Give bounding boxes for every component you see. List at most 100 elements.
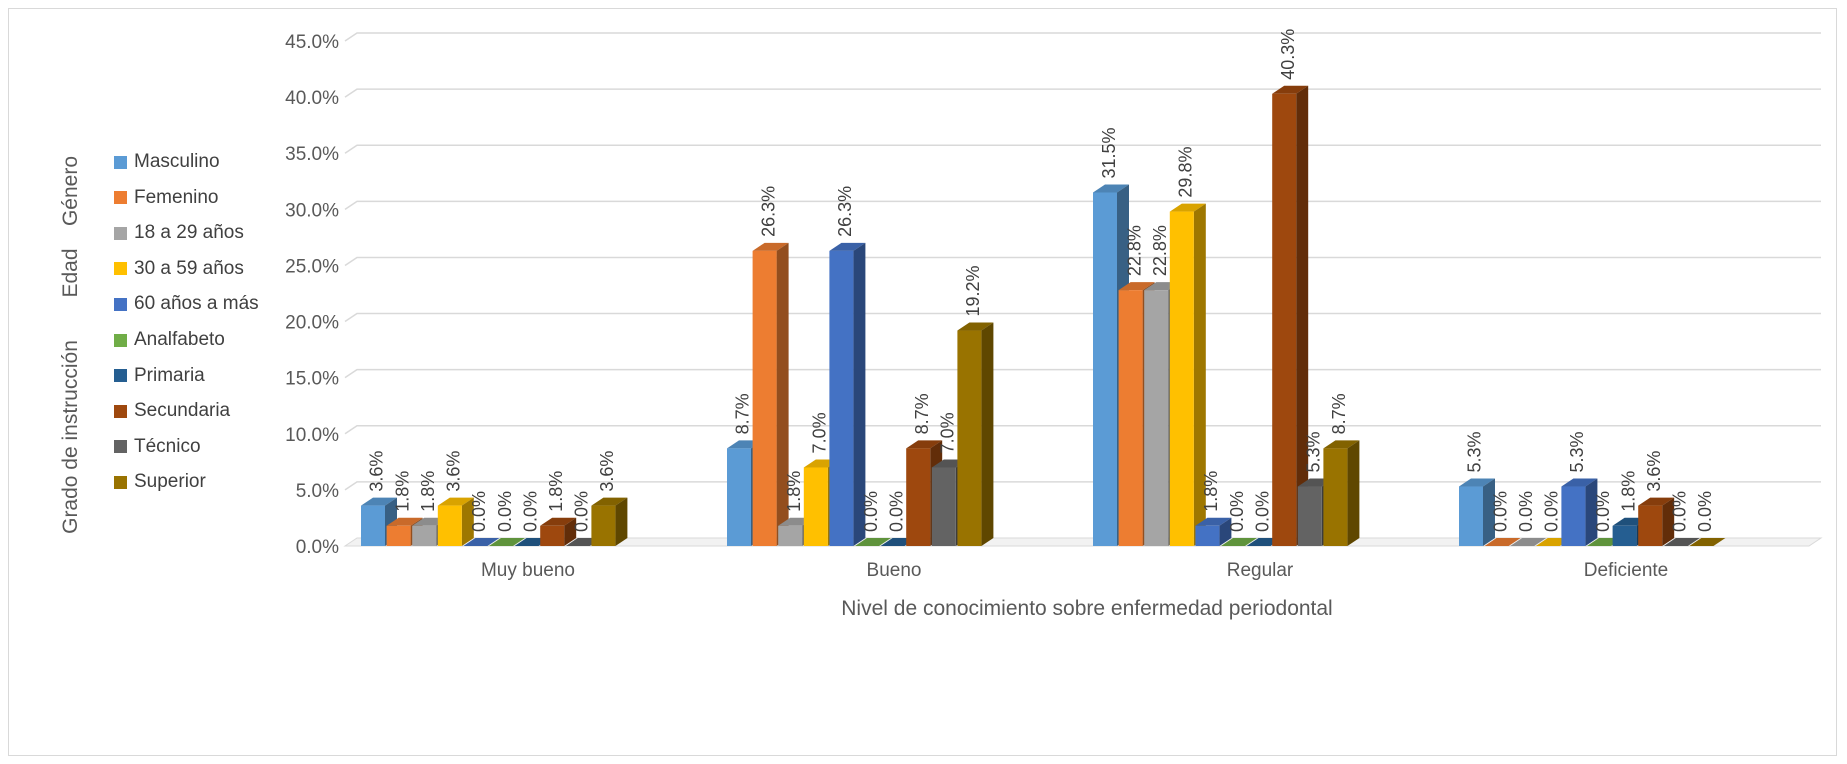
legend-swatch	[114, 369, 127, 383]
data-label: 0.0%	[1670, 491, 1690, 532]
legend-label: Superior	[134, 471, 206, 493]
data-label: 8.7%	[912, 393, 932, 434]
data-label: 19.2%	[963, 265, 983, 316]
data-label: 0.0%	[886, 491, 906, 532]
data-label: 0.0%	[1593, 491, 1613, 532]
bar-side	[461, 497, 474, 546]
legend-swatch	[114, 475, 127, 489]
legend-label: 18 a 29 años	[134, 222, 244, 244]
y-tick-label: 45.0%	[285, 32, 339, 53]
bar	[727, 448, 751, 546]
gridline	[344, 88, 1821, 98]
gridline	[344, 144, 1821, 154]
data-label: 0.0%	[1252, 491, 1272, 532]
bar-top	[489, 538, 525, 546]
data-label: 8.7%	[1329, 393, 1349, 434]
legend-swatch	[114, 440, 127, 454]
y-tick-label: 0.0%	[296, 537, 339, 558]
bar	[1297, 486, 1322, 546]
gridline	[344, 256, 1821, 267]
bar	[1272, 93, 1297, 546]
data-label: 0.0%	[1490, 491, 1510, 532]
gridline	[344, 312, 1821, 323]
data-label: 0.0%	[1695, 491, 1715, 532]
data-label: 5.3%	[1465, 431, 1485, 472]
legend-group-instruccion: Grado de instrucción	[59, 340, 82, 534]
legend-label: Secundaria	[134, 400, 231, 422]
data-label: 22.8%	[1124, 225, 1144, 276]
bar	[1093, 192, 1117, 546]
legend-group-edad: Edad	[59, 248, 82, 298]
bar	[803, 467, 828, 546]
bar-top	[1484, 538, 1521, 546]
data-label: 22.8%	[1150, 225, 1170, 276]
bar-side	[615, 497, 628, 546]
legend-label: Masculino	[134, 151, 220, 172]
legend-item: Masculino	[114, 150, 220, 174]
bar	[829, 250, 854, 546]
bar-top	[1663, 538, 1700, 546]
data-label: 3.6%	[444, 451, 464, 492]
y-tick-label: 40.0%	[285, 88, 339, 109]
bar	[1612, 525, 1637, 546]
bar-side	[981, 322, 994, 546]
bar	[906, 448, 931, 546]
data-label: 0.0%	[572, 491, 592, 532]
data-label: 0.0%	[1227, 491, 1247, 532]
chart-frame: 0.0% 5.0% 10.0% 15.0% 20.0% 25.0% 30.0% 35.0% 40…	[8, 8, 1837, 756]
bar	[591, 505, 616, 546]
legend-item: Superior	[114, 470, 206, 494]
legend-item: 30 a 59 años	[114, 257, 244, 281]
legend-group-genero: Género	[59, 155, 82, 227]
bar	[1144, 290, 1169, 546]
chart-plot: 0.0% 5.0% 10.0% 15.0% 20.0% 25.0% 30.0% 35.0% 40…	[285, 29, 1823, 620]
data-label: 3.6%	[367, 451, 387, 492]
legend-item: Analfabeto	[114, 328, 225, 352]
gridline	[344, 32, 1821, 42]
data-label: 1.8%	[1201, 471, 1221, 512]
gridline	[344, 481, 1821, 491]
legend-swatch	[114, 333, 127, 347]
bar	[1169, 211, 1194, 547]
data-label: 0.0%	[1542, 491, 1562, 532]
bar-top	[1510, 538, 1547, 546]
data-label: 26.3%	[758, 186, 778, 237]
bar-top	[1689, 538, 1726, 546]
legend-label: 30 a 59 años	[134, 257, 244, 279]
y-tick-label: 20.0%	[285, 313, 339, 334]
x-category-label: Deficiente	[1584, 560, 1669, 581]
legend-swatch	[114, 297, 127, 311]
data-label: 26.3%	[835, 186, 855, 237]
bar	[1118, 290, 1143, 546]
bar-side	[1483, 478, 1495, 546]
bar-side	[1347, 440, 1360, 546]
bar	[957, 330, 982, 546]
legend-item: 60 años a más	[114, 292, 259, 316]
y-tick-label: 35.0%	[285, 144, 339, 165]
legend-label: Analfabeto	[134, 329, 225, 350]
data-label: 0.0%	[469, 491, 489, 532]
y-tick-label: 25.0%	[285, 256, 339, 277]
data-label: 1.8%	[1618, 471, 1638, 512]
gridline	[344, 368, 1821, 379]
bar	[361, 505, 385, 546]
legend-label: 60 años a más	[134, 293, 259, 315]
bar	[1561, 486, 1586, 546]
data-label: 5.3%	[1567, 431, 1587, 472]
legend-swatch	[114, 226, 127, 240]
data-label: 1.8%	[392, 471, 412, 512]
y-tick-label: 15.0%	[285, 369, 339, 390]
bar	[931, 467, 956, 546]
data-label: 3.6%	[1644, 451, 1664, 492]
legend-swatch	[114, 404, 127, 418]
bar-side	[1585, 478, 1598, 546]
bar-top	[463, 538, 500, 546]
legend-item: Secundaria	[114, 399, 230, 423]
x-category-label: Regular	[1227, 560, 1294, 581]
y-tick-label: 30.0%	[285, 200, 339, 221]
data-label: 0.0%	[520, 491, 540, 532]
x-category-label: Bueno	[867, 560, 922, 581]
data-label: 1.8%	[546, 471, 566, 512]
legend-swatch	[114, 191, 127, 205]
data-label: 8.7%	[733, 393, 753, 434]
